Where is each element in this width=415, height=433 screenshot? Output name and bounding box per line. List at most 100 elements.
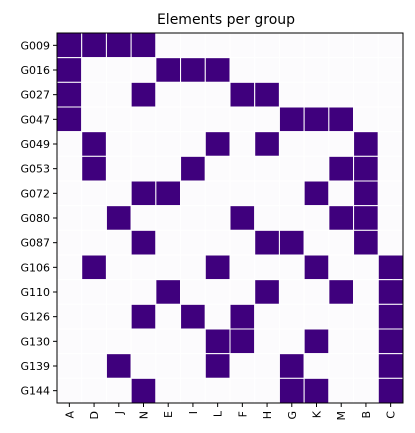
heatmap-cell-G009-H xyxy=(254,32,280,59)
heatmap-cell-G130-N xyxy=(130,328,157,355)
x-tick-label: E xyxy=(162,411,175,418)
x-tick-label: I xyxy=(187,411,200,414)
heatmap-cell-G072-E xyxy=(155,180,182,207)
heatmap-cell-G110-B xyxy=(353,279,379,305)
heatmap-cell-G027-J xyxy=(105,81,132,108)
heatmap-cell-G139-I xyxy=(180,353,206,379)
plot-frame xyxy=(56,32,404,404)
x-tick-label: B xyxy=(360,411,373,419)
heatmap-cell-G144-K xyxy=(303,377,330,404)
heatmap-cell-G016-E xyxy=(155,57,182,83)
heatmap-cell-G080-E xyxy=(155,205,182,231)
heatmap-cell-G144-B xyxy=(353,377,379,404)
heatmap-cell-G080-G xyxy=(278,205,305,231)
heatmap-cell-G072-M xyxy=(328,180,355,207)
heatmap-cell-G072-J xyxy=(105,180,132,207)
heatmap-cell-G106-H xyxy=(254,254,280,281)
heatmap-cell-G049-I xyxy=(180,131,206,157)
heatmap-cell-G016-J xyxy=(105,57,132,83)
x-tick-label: A xyxy=(63,411,76,419)
heatmap-cell-G130-H xyxy=(254,328,280,355)
heatmap-cell-G110-M xyxy=(328,279,355,305)
y-tick-label: G080 xyxy=(20,212,50,225)
heatmap-cell-G072-K xyxy=(303,180,330,207)
heatmap-cell-G106-C xyxy=(377,254,404,281)
heatmap-cell-G016-M xyxy=(328,57,355,83)
x-tick-label: D xyxy=(88,411,101,419)
heatmap-cell-G139-B xyxy=(353,353,379,379)
heatmap-cell-G087-F xyxy=(229,229,256,256)
heatmap-cell-G027-I xyxy=(180,81,206,108)
y-tick-label: G049 xyxy=(20,138,50,151)
heatmap-cell-G139-E xyxy=(155,353,182,379)
heatmap-cell-G144-I xyxy=(180,377,206,404)
heatmap-cell-G130-F xyxy=(229,328,256,355)
heatmap-cell-G087-K xyxy=(303,229,330,256)
heatmap-cell-G110-L xyxy=(204,279,231,305)
x-tick-label: M xyxy=(335,411,348,421)
heatmap-cell-G144-H xyxy=(254,377,280,404)
chart-title: Elements per group xyxy=(157,12,295,28)
y-tick-label: G009 xyxy=(20,39,50,52)
heatmap-cell-G016-B xyxy=(353,57,379,83)
heatmap-cell-G027-K xyxy=(303,81,330,108)
y-tick-label: G027 xyxy=(20,89,50,102)
heatmap-cell-G009-A xyxy=(56,32,83,59)
heatmap-cell-G130-E xyxy=(155,328,182,355)
heatmap-cell-G053-K xyxy=(303,155,330,182)
heatmap-cell-G106-K xyxy=(303,254,330,281)
heatmap-cell-G130-K xyxy=(303,328,330,355)
heatmap-cell-G126-E xyxy=(155,303,182,330)
heatmap-cell-G009-K xyxy=(303,32,330,59)
y-tick-label: G047 xyxy=(20,113,50,126)
heatmap-cell-G072-B xyxy=(353,180,379,207)
x-tick-label: N xyxy=(138,411,151,419)
heatmap-cell-G053-H xyxy=(254,155,280,182)
heatmap-cell-G126-N xyxy=(130,303,157,330)
heatmap-cell-G110-I xyxy=(180,279,206,305)
heatmap-cell-G047-H xyxy=(254,106,280,133)
heatmap-cell-G130-I xyxy=(180,328,206,355)
heatmap-cell-G139-M xyxy=(328,353,355,379)
x-tick-label: K xyxy=(311,410,324,418)
heatmap-cell-G027-N xyxy=(130,81,157,108)
x-tick-label: J xyxy=(113,411,126,415)
x-tick-label: C xyxy=(385,411,398,419)
heatmap-cell-G139-D xyxy=(81,353,107,379)
heatmap-cell-G049-F xyxy=(229,131,256,157)
heatmap-cell-G080-L xyxy=(204,205,231,231)
heatmap-cell-G126-K xyxy=(303,303,330,330)
heatmap-cell-G009-D xyxy=(81,32,107,59)
heatmap-cell-G130-J xyxy=(105,328,132,355)
heatmap-cell-G139-F xyxy=(229,353,256,379)
heatmap-cell-G144-A xyxy=(56,377,83,404)
heatmap-cell-G106-L xyxy=(204,254,231,281)
heatmap-cell-G087-I xyxy=(180,229,206,256)
heatmap-cell-G072-G xyxy=(278,180,305,207)
heatmap-cell-G087-L xyxy=(204,229,231,256)
y-tick-label: G110 xyxy=(20,286,50,299)
heatmap-cell-G016-F xyxy=(229,57,256,83)
heatmap-cell-G053-E xyxy=(155,155,182,182)
heatmap-cell-G087-D xyxy=(81,229,107,256)
heatmap-cell-G126-C xyxy=(377,303,404,330)
heatmap-cell-G110-K xyxy=(303,279,330,305)
heatmap-cell-G139-H xyxy=(254,353,280,379)
heatmap-cell-G027-L xyxy=(204,81,231,108)
heatmap-cell-G049-E xyxy=(155,131,182,157)
heatmap-cell-G016-C xyxy=(377,57,404,83)
heatmap-cell-G049-K xyxy=(303,131,330,157)
heatmap-cell-G139-K xyxy=(303,353,330,379)
heatmap-cell-G106-F xyxy=(229,254,256,281)
heatmap-cell-G072-D xyxy=(81,180,107,207)
heatmap-cell-G087-G xyxy=(278,229,305,256)
heatmap-cell-G049-G xyxy=(278,131,305,157)
heatmap-cell-G130-L xyxy=(204,328,231,355)
heatmap-cell-G106-E xyxy=(155,254,182,281)
heatmap-cell-G087-H xyxy=(254,229,280,256)
heatmap-cell-G087-J xyxy=(105,229,132,256)
heatmap-cell-G009-G xyxy=(278,32,305,59)
x-tick-label: G xyxy=(286,411,299,420)
heatmap-cell-G139-J xyxy=(105,353,132,379)
